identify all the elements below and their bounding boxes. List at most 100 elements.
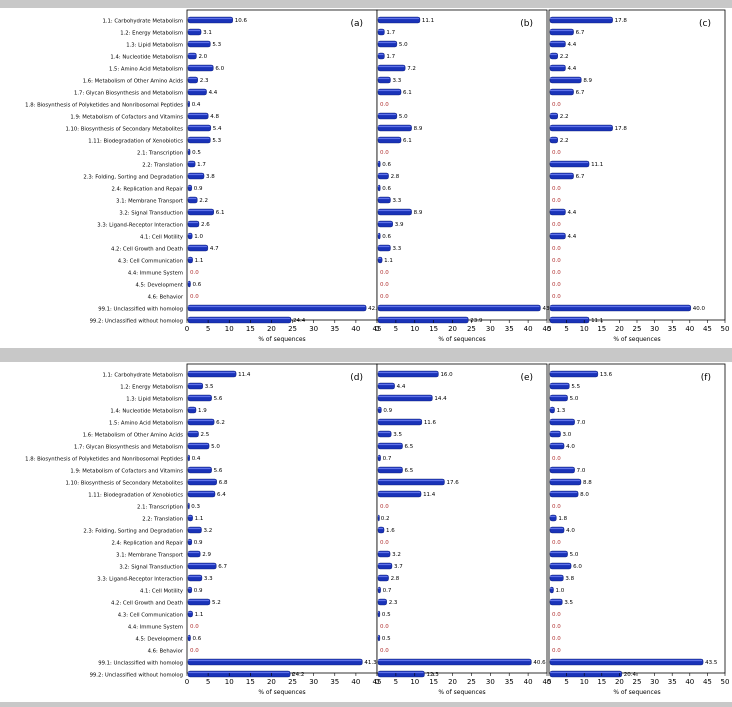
data-label: 11.1 — [591, 318, 603, 324]
data-label: 0.0 — [552, 150, 561, 156]
bar-highlight — [188, 197, 197, 200]
data-label: 0.0 — [380, 102, 389, 108]
category-label: 1.9: Metabolism of Cofactors and Vitamin… — [70, 115, 183, 121]
subplot-d: (d) 1.1: Carbohydrate Metabolism 1.2: Ener… — [25, 363, 381, 696]
x-tick-label: 20 — [267, 325, 276, 333]
category-label: 1.3: Lipid Metabolism — [126, 43, 183, 49]
panel-label: (a) — [350, 19, 363, 29]
bar-highlight — [378, 671, 424, 674]
data-label: 11.6 — [424, 420, 437, 426]
bar-highlight — [378, 221, 392, 224]
x-tick-label: 5 — [394, 325, 398, 333]
x-tick-label: 45 — [703, 678, 712, 686]
bar-highlight — [188, 233, 192, 236]
data-label: 0.0 — [552, 246, 561, 252]
x-tick-label: 0 — [547, 678, 551, 686]
data-label: 0.9 — [194, 588, 203, 594]
data-label: 42.2 — [368, 306, 380, 312]
bar-highlight — [378, 125, 411, 128]
data-label: 12.3 — [426, 672, 439, 678]
data-label: 3.8 — [206, 174, 215, 180]
bar-highlight — [378, 635, 379, 638]
data-label: 2.5 — [201, 432, 210, 438]
data-label: 2.0 — [198, 54, 207, 60]
data-label: 0.5 — [192, 150, 201, 156]
data-label: 0.0 — [552, 282, 561, 288]
data-label: 11.1 — [591, 162, 603, 168]
data-label: 7.0 — [577, 468, 586, 474]
data-label: 5.0 — [570, 396, 579, 402]
data-label: 4.0 — [566, 444, 575, 450]
data-label: 0.9 — [383, 408, 392, 414]
bar-highlight — [188, 575, 201, 578]
data-label: 0.0 — [552, 456, 561, 462]
bar-highlight — [188, 257, 192, 260]
data-label: 4.4 — [567, 66, 576, 72]
bar-highlight — [550, 599, 562, 602]
category-label: 1.7: Glycan Biosynthesis and Metabolism — [74, 91, 183, 97]
data-label: 1.3 — [557, 408, 566, 414]
category-label: 2.4: Replication and Repair — [112, 187, 184, 193]
data-label: 0.0 — [190, 624, 199, 630]
bar-highlight — [378, 41, 396, 44]
x-tick-label: 25 — [467, 325, 476, 333]
category-label: 2.3: Folding, Sorting and Degradation — [83, 529, 183, 535]
data-label: 41.3 — [364, 660, 377, 666]
x-tick-label: 15 — [429, 678, 438, 686]
data-label: 3.3 — [392, 198, 401, 204]
data-label: 0.4 — [192, 456, 201, 462]
category-label: 2.1: Transcription — [137, 505, 183, 511]
data-label: 0.4 — [192, 102, 201, 108]
bar-highlight — [188, 113, 208, 116]
category-label: 1.2: Energy Metabolism — [120, 385, 183, 391]
panel-label: (d) — [350, 373, 363, 383]
x-axis-title: % of sequences — [438, 689, 485, 696]
x-tick-label: 40 — [351, 325, 360, 333]
bar-highlight — [550, 395, 567, 398]
panel-label: (f) — [701, 373, 711, 383]
subplot-e: (e)16.04.414.40.911.63.56.50.76.517.611.… — [375, 363, 552, 696]
x-tick-label: 45 — [543, 678, 552, 686]
bar-highlight — [378, 467, 402, 470]
data-label: 1.0 — [556, 588, 565, 594]
data-label: 3.7 — [394, 564, 403, 570]
category-label: 1.3: Lipid Metabolism — [126, 397, 183, 403]
bar-highlight — [188, 185, 191, 188]
data-label: 2.9 — [202, 552, 211, 558]
x-tick-label: 40 — [524, 678, 533, 686]
x-tick-label: 10 — [410, 325, 419, 333]
data-label: 17.8 — [615, 18, 628, 24]
x-tick-label: 20 — [448, 678, 457, 686]
category-label: 4.6: Behavior — [148, 649, 184, 655]
data-label: 0.0 — [380, 282, 389, 288]
category-label: 1.6: Metabolism of Other Amino Acids — [83, 433, 184, 439]
bar-highlight — [188, 245, 207, 248]
data-label: 4.8 — [210, 114, 219, 120]
data-label: 5.4 — [213, 126, 222, 132]
bar-highlight — [550, 113, 557, 116]
panel-label: (c) — [699, 19, 711, 29]
data-label: 0.0 — [380, 624, 389, 630]
bar-highlight — [378, 551, 390, 554]
subplot-f: (f) 13.6 5.5 5.0 1.3 7.0 3.0 4.0 0.0 7.0 8.8 8.0 0.0… — [547, 363, 729, 696]
bar-highlight — [378, 587, 380, 590]
data-label: 6.0 — [573, 564, 582, 570]
data-label: 2.2 — [199, 198, 208, 204]
x-axis-title: % of sequences — [258, 336, 305, 343]
category-label: 2.3: Folding, Sorting and Degradation — [83, 175, 183, 181]
data-label: 6.5 — [405, 444, 414, 450]
data-label: 6.1 — [403, 90, 412, 96]
bar-highlight — [188, 371, 236, 374]
x-tick-label: 0 — [547, 325, 551, 333]
data-label: 24.2 — [292, 672, 304, 678]
category-label: 1.5: Amino Acid Metabolism — [109, 67, 183, 73]
bar-highlight — [188, 29, 201, 32]
bar-highlight — [378, 77, 390, 80]
data-label: 0.7 — [383, 588, 392, 594]
x-tick-label: 5 — [206, 325, 210, 333]
x-tick-label: 30 — [650, 678, 659, 686]
bar-highlight — [188, 383, 202, 386]
x-tick-label: 15 — [429, 325, 438, 333]
bar-highlight — [378, 257, 382, 260]
plot-frame — [376, 9, 548, 321]
